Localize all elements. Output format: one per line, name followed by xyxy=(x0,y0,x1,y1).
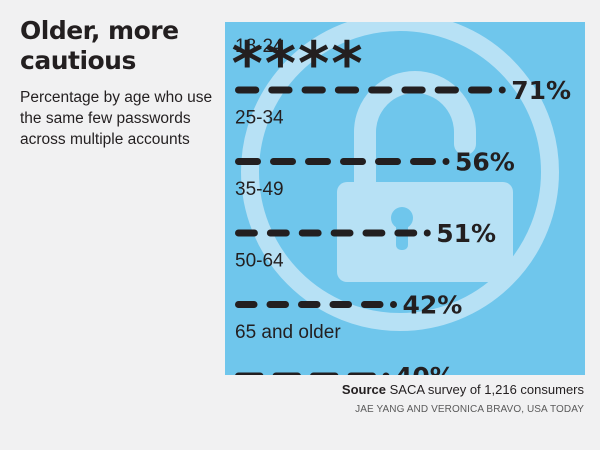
chart-title: Older, more cautious xyxy=(20,16,179,75)
bar-dash xyxy=(330,229,354,237)
bar-dash xyxy=(298,301,321,308)
bar-dash xyxy=(329,301,352,308)
category-label: 25-34 xyxy=(235,108,284,129)
value-label: 51% xyxy=(436,219,496,248)
bar-dash xyxy=(272,372,301,375)
bar-dash xyxy=(266,229,290,237)
bar-dash xyxy=(347,372,376,375)
category-label: 65 and older xyxy=(235,322,341,343)
bar-dash xyxy=(270,158,296,165)
source-label: Source xyxy=(341,382,386,397)
category-label: 50-64 xyxy=(235,251,284,272)
bar-dash xyxy=(301,86,326,94)
bar-dash xyxy=(235,158,261,165)
bar-dash xyxy=(340,158,366,165)
value-label: 56% xyxy=(455,148,515,177)
bar-dash xyxy=(305,158,331,165)
bar-dash xyxy=(401,86,426,94)
value-label: 71% xyxy=(511,76,571,105)
chart-panel: 18-24 * * * * 71% 25-34 56% 35-49 51% 50-64 42% 65 a… xyxy=(225,22,585,375)
asterisk-icon: * xyxy=(298,29,329,99)
bar-dash xyxy=(266,301,289,308)
bar-end-dot xyxy=(390,301,397,308)
bar-end-dot xyxy=(423,229,431,237)
category-label: 35-49 xyxy=(235,179,284,200)
bar-dash xyxy=(375,158,401,165)
bar-dash xyxy=(235,86,260,94)
bar-dash xyxy=(434,86,459,94)
credit-line: JAE YANG AND VERONICA BRAVO, USA TODAY xyxy=(355,404,584,415)
bar-dash xyxy=(362,229,386,237)
bar-end-dot xyxy=(498,86,506,94)
bar-dash xyxy=(235,372,264,375)
source-note: Source SACA survey of 1,216 consumers xyxy=(342,382,584,397)
value-label: 40% xyxy=(395,362,455,375)
bar-dash xyxy=(298,229,322,237)
padlock-ring xyxy=(241,22,559,331)
bar-dash xyxy=(310,372,339,375)
value-label: 42% xyxy=(403,291,463,320)
bar-dash xyxy=(467,86,493,94)
bar-dash xyxy=(235,301,258,308)
bar-end-dot xyxy=(442,158,450,165)
category-label: 18-24 xyxy=(235,36,284,57)
bar-dash xyxy=(410,158,436,165)
asterisk-icon: * xyxy=(265,29,296,99)
bar-dash xyxy=(235,229,258,237)
bar-end-dot xyxy=(382,372,390,375)
bar-dash xyxy=(361,301,384,308)
bar-dash xyxy=(268,86,293,94)
asterisk-icon: * xyxy=(331,29,362,99)
bar-dash xyxy=(368,86,393,94)
asterisk-icon: * xyxy=(231,29,262,99)
padlock-shackle xyxy=(354,71,476,193)
chart-subtitle: Percentage by age who use the same few p… xyxy=(20,89,213,148)
bar-dash xyxy=(334,86,360,94)
source-text: SACA survey of 1,216 consumers xyxy=(389,382,584,397)
bar-dash xyxy=(394,229,418,237)
